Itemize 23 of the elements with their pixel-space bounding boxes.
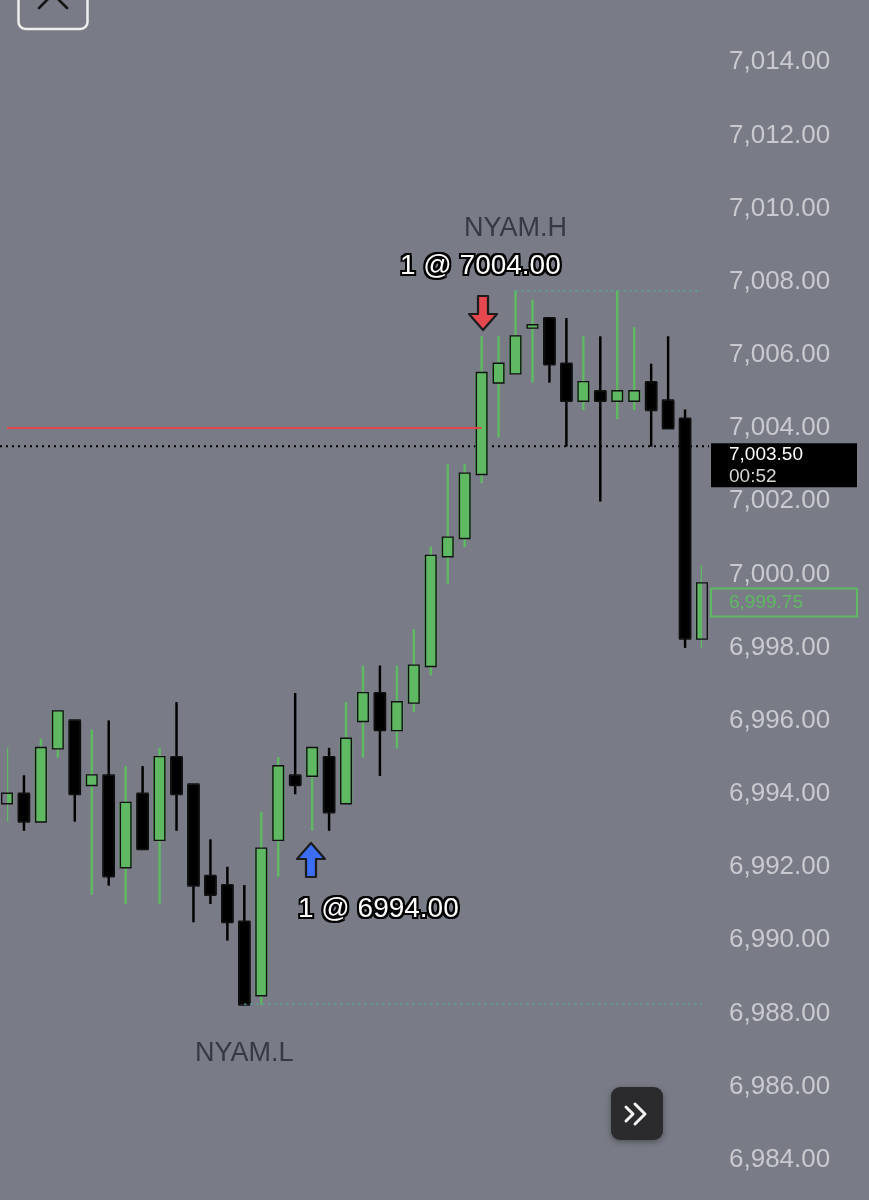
y-tick-label: 6,988.00 — [729, 996, 831, 1027]
series-label: NYAM.L — [195, 1036, 294, 1067]
y-tick-label: 6,994.00 — [729, 777, 831, 808]
y-tick-label: 6,998.00 — [729, 630, 831, 661]
y-tick-label: 7,014.00 — [729, 45, 831, 76]
text: 00:52 — [729, 464, 777, 486]
y-tick-label: 6,986.00 — [729, 1069, 831, 1100]
y-tick-label: 6,990.00 — [729, 923, 831, 954]
y-tick-label: 7,006.00 — [729, 338, 831, 369]
y-tick-label: 7,010.00 — [729, 191, 831, 222]
y-tick-label: 7,012.00 — [729, 118, 831, 149]
series-label: NYAM.H — [464, 212, 568, 243]
annotation: 1 @ 6994.00 — [298, 892, 459, 923]
ref-line-label: 7,003.50 — [729, 442, 803, 464]
annotation: 1 @ 7004.00 — [400, 249, 561, 280]
y-tick-label: 7,008.00 — [729, 264, 831, 295]
y-tick-label: 6,984.00 — [729, 1142, 831, 1173]
y-tick-label: 7,004.00 — [729, 411, 831, 442]
y-tick-label: 7,000.00 — [729, 557, 831, 588]
text: 6,999.75 — [729, 590, 803, 612]
y-tick-label: 7,002.00 — [729, 484, 831, 515]
y-tick-label: 6,992.00 — [729, 850, 831, 881]
y-tick-label: 6,996.00 — [729, 703, 831, 734]
